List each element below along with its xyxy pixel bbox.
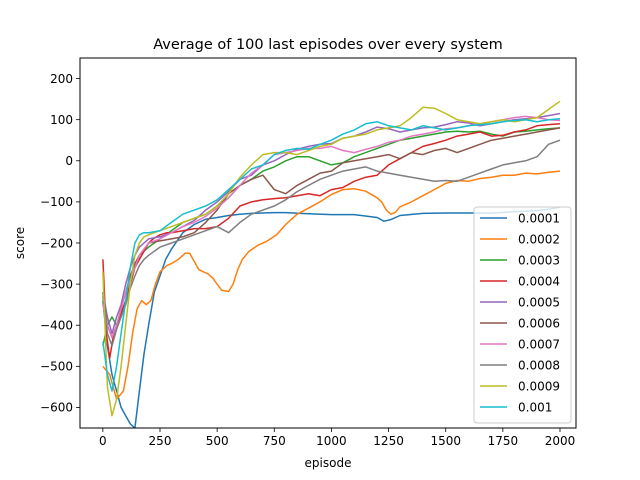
y-tick-label: −300	[40, 277, 73, 291]
legend-label: 0.0009	[518, 379, 560, 393]
x-tick-label: 2000	[545, 434, 576, 448]
x-tick-label: 1750	[488, 434, 519, 448]
legend-label: 0.001	[518, 400, 552, 414]
series-line-0.0001	[102, 206, 561, 428]
y-tick-label: −500	[40, 360, 73, 374]
y-tick-label: −600	[40, 401, 73, 415]
axis-ticks: 0 250 500 750 1000 1250 1500 1750 2000−600−500−4…	[40, 72, 575, 448]
series-line-0.0009	[102, 100, 561, 417]
legend: 0.0001 0.0002 0.0003 0.0004 0.0005 0.0006 0.00…	[473, 206, 572, 424]
x-tick-label: 1000	[316, 434, 347, 448]
y-tick-label: −100	[40, 195, 73, 209]
x-tick-label: 1500	[430, 434, 461, 448]
chart-title: Average of 100 last episodes over every …	[153, 37, 503, 53]
legend-label: 0.0006	[518, 316, 560, 330]
legend-label: 0.0004	[518, 274, 560, 288]
series-line-0.0005	[102, 112, 561, 335]
legend-label: 0.0003	[518, 253, 560, 267]
legend-label: 0.0005	[518, 295, 560, 309]
series-line-0.001	[102, 118, 561, 392]
x-tick-label: 250	[149, 434, 172, 448]
legend-label: 0.0008	[518, 358, 560, 372]
y-tick-label: 100	[50, 113, 73, 127]
series-line-0.0008	[102, 139, 561, 347]
legend-box	[473, 206, 572, 424]
x-tick-label: 0	[99, 434, 107, 448]
x-axis-label: episode	[305, 456, 352, 470]
plot-area	[102, 100, 561, 428]
x-tick-label: 1250	[373, 434, 404, 448]
legend-label: 0.0002	[518, 232, 560, 246]
x-tick-label: 500	[206, 434, 229, 448]
y-tick-label: 200	[50, 72, 73, 86]
y-axis-label: score	[13, 227, 27, 259]
x-tick-label: 750	[263, 434, 286, 448]
y-tick-label: −200	[40, 236, 73, 250]
y-tick-label: 0	[65, 154, 73, 168]
y-tick-label: −400	[40, 319, 73, 333]
series-line-0.0002	[102, 170, 561, 400]
legend-label: 0.0001	[518, 211, 560, 225]
legend-label: 0.0007	[518, 337, 560, 351]
